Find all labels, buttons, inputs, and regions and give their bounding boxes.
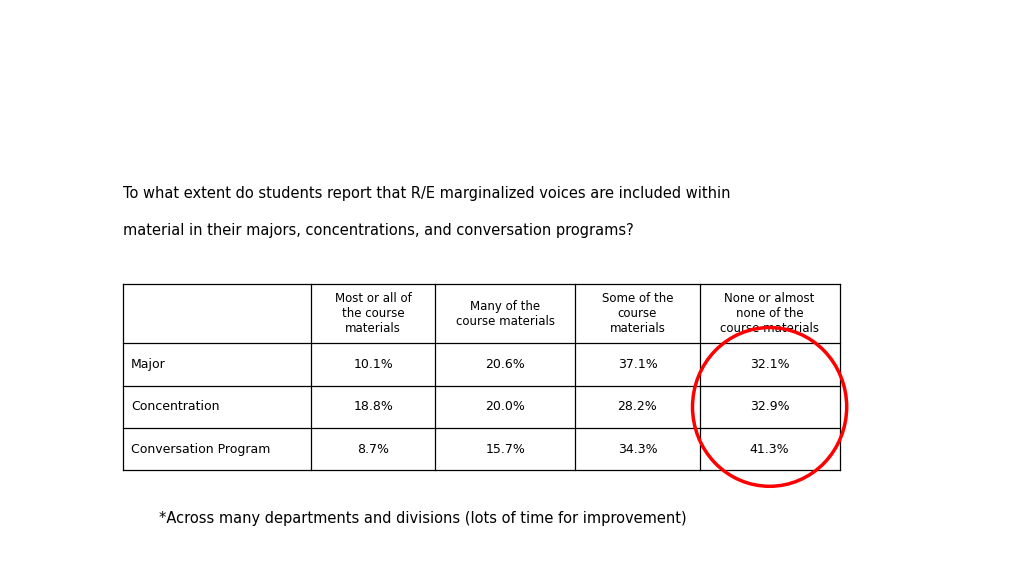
- Text: 34.3%: 34.3%: [617, 443, 657, 456]
- Text: Some of the
course
materials: Some of the course materials: [602, 292, 673, 335]
- Text: 37.1%: 37.1%: [617, 358, 657, 371]
- Text: material in their majors, concentrations, and conversation programs?: material in their majors, concentrations…: [123, 223, 634, 238]
- Text: To what extent do students report that R/E marginalized voices are included with: To what extent do students report that R…: [123, 186, 730, 201]
- Text: 28.2%: 28.2%: [617, 400, 657, 414]
- Text: Student reports of R/E marginalized voices within: Student reports of R/E marginalized voic…: [41, 20, 888, 52]
- Text: Conversation Program: Conversation Program: [131, 443, 270, 456]
- Text: None or almost
none of the
course materials: None or almost none of the course materi…: [720, 292, 819, 335]
- Text: 10.1%: 10.1%: [353, 358, 393, 371]
- Text: Many of the
course materials: Many of the course materials: [456, 300, 555, 328]
- Text: 32.1%: 32.1%: [750, 358, 790, 371]
- Text: 20.6%: 20.6%: [485, 358, 525, 371]
- Text: 20.0%: 20.0%: [485, 400, 525, 414]
- Text: Most or all of
the course
materials: Most or all of the course materials: [335, 292, 412, 335]
- Text: Major: Major: [131, 358, 166, 371]
- Text: *Across many departments and divisions (lots of time for improvement): *Across many departments and divisions (…: [159, 511, 686, 526]
- Text: 41.3%: 41.3%: [750, 443, 790, 456]
- Text: 32.9%: 32.9%: [750, 400, 790, 414]
- Text: course material in majors, etc.: course material in majors, etc.: [41, 88, 514, 119]
- Text: Concentration: Concentration: [131, 400, 219, 414]
- Text: 15.7%: 15.7%: [485, 443, 525, 456]
- Text: 18.8%: 18.8%: [353, 400, 393, 414]
- Text: 8.7%: 8.7%: [357, 443, 389, 456]
